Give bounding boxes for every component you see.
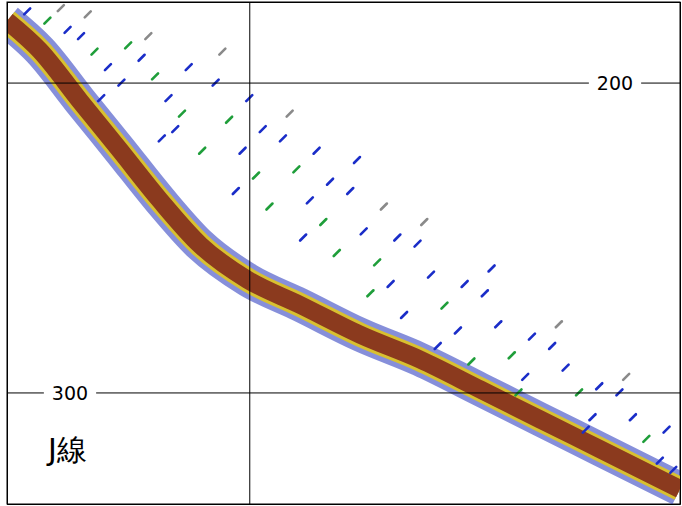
x-axis-line — [8, 2, 681, 505]
echo-point — [253, 173, 259, 179]
y-tick: 300 — [7, 381, 680, 405]
marks — [7, 5, 680, 489]
echo-point — [78, 33, 84, 39]
echo-point — [435, 343, 441, 349]
echo-point — [630, 414, 636, 420]
y-tick-label: 200 — [597, 72, 633, 94]
echo-point — [583, 427, 589, 433]
echo-point — [152, 73, 158, 79]
echo-point — [166, 95, 172, 101]
y-axis-line — [8, 3, 681, 505]
echo-point — [219, 49, 225, 55]
echo-point — [441, 303, 447, 309]
plot-frame — [7, 2, 680, 504]
echo-point — [98, 95, 104, 101]
echo-point — [233, 188, 239, 194]
echo-point — [381, 204, 387, 210]
echo-point — [327, 179, 333, 185]
echo-point — [334, 250, 340, 256]
echo-point — [125, 42, 131, 48]
echo-point — [354, 157, 360, 163]
echo-point — [415, 241, 421, 247]
echo-point — [347, 188, 353, 194]
echo-point — [394, 235, 400, 241]
echo-point — [300, 235, 306, 241]
y-grid-line — [7, 83, 680, 84]
echo-point — [172, 126, 178, 132]
echo-point — [293, 166, 299, 172]
echo-point — [266, 204, 272, 210]
echo-point — [462, 281, 468, 287]
echo-point — [58, 5, 64, 11]
echo-point — [522, 374, 528, 380]
echo-point — [105, 64, 111, 70]
echo-point — [139, 55, 145, 61]
x-grid-line — [249, 2, 250, 504]
echo-point — [388, 281, 394, 287]
echo-point — [421, 219, 427, 225]
echo-point — [401, 312, 407, 318]
echo-point — [44, 18, 50, 24]
echo-point — [529, 334, 535, 340]
echo-point — [240, 148, 246, 154]
echo-point — [199, 148, 205, 154]
echo-point — [596, 383, 602, 389]
echo-point — [623, 374, 629, 380]
echo-point — [643, 436, 649, 442]
echo-point — [159, 135, 165, 141]
echo-point — [509, 352, 515, 358]
echo-point — [85, 11, 91, 17]
label-patch — [44, 381, 96, 405]
echo-point — [65, 27, 71, 33]
echo-point — [314, 148, 320, 154]
seabed-line — [7, 21, 680, 489]
echo-point — [657, 458, 663, 464]
y-tick-label: 300 — [52, 382, 88, 404]
echo-point — [590, 414, 596, 420]
label-patch — [589, 71, 641, 95]
echo-point — [563, 365, 569, 371]
echo-point — [455, 327, 461, 333]
y-axis: 200 300 — [7, 3, 680, 505]
echo-point — [495, 321, 501, 327]
echo-point — [320, 219, 326, 225]
echo-point — [489, 265, 495, 271]
echo-point — [361, 228, 367, 234]
y-grid-line — [7, 392, 680, 393]
echo-point — [670, 467, 676, 473]
echo-point — [24, 8, 30, 14]
echo-point — [482, 290, 488, 296]
echo-point — [664, 427, 670, 433]
echo-point — [468, 358, 474, 364]
y-tick: 200 — [7, 71, 680, 95]
echo-point — [367, 290, 373, 296]
echo-point — [91, 49, 97, 55]
chart: 200 300 J線 — [0, 0, 682, 506]
echo-point — [549, 343, 555, 349]
annotation: J線 — [46, 432, 87, 467]
echo-point — [186, 64, 192, 70]
echo-point — [226, 117, 232, 123]
x-axis — [8, 2, 681, 505]
echo-point — [287, 111, 293, 117]
echo-point — [145, 33, 151, 39]
echo-point — [307, 197, 313, 203]
echo-point — [260, 126, 266, 132]
echo-point — [179, 111, 185, 117]
seabed-halo — [7, 21, 680, 489]
echo-point — [556, 321, 562, 327]
seabed-fringe — [7, 21, 680, 489]
echo-point — [280, 135, 286, 141]
echo-point — [374, 259, 380, 265]
echo-point — [428, 272, 434, 278]
x-tick — [249, 2, 250, 504]
